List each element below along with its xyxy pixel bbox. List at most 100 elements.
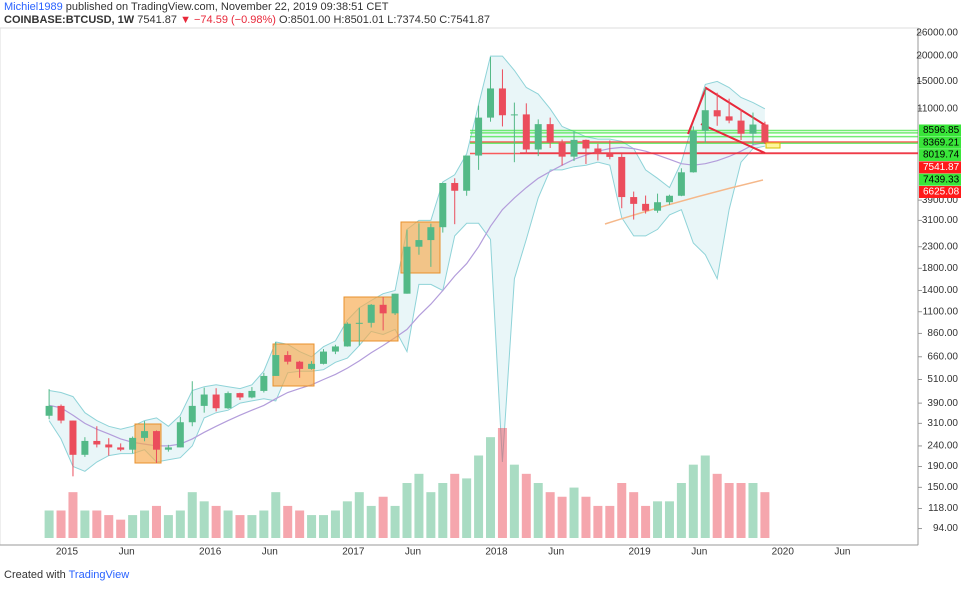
volume-bar (724, 483, 734, 538)
candle-body (117, 447, 125, 450)
candle-body (618, 156, 626, 198)
candle-body (176, 422, 184, 448)
candle-body (451, 182, 459, 191)
volume-bar (283, 505, 293, 538)
volume-bar (151, 505, 161, 538)
candle-body (81, 440, 89, 455)
candle-body (129, 437, 137, 450)
candle-body (510, 114, 518, 116)
volume-bar (641, 505, 651, 538)
candle-body (439, 182, 447, 228)
volume-bar (354, 492, 364, 538)
x-tick-label: Jun (119, 547, 135, 558)
candle-body (308, 363, 316, 369)
volume-bar (175, 510, 185, 538)
volume-bar (533, 483, 543, 538)
published: published on TradingView.com, November 2… (66, 1, 389, 13)
x-tick-label: Jun (405, 547, 421, 558)
candle-body (403, 246, 411, 294)
price-label-box (919, 124, 961, 137)
volume-bar (712, 473, 722, 538)
header-line: Michiel1989 published on TradingView.com… (4, 1, 389, 13)
volume-bar (235, 515, 245, 538)
x-tick-label: Jun (691, 547, 707, 558)
price-label: 8369.21 (923, 137, 960, 148)
volume-bar (116, 519, 126, 538)
candle-body (57, 405, 65, 421)
box-drawing (272, 343, 315, 387)
y-tick-label: 15000.00 (916, 76, 958, 87)
chart-pane (0, 27, 919, 546)
volume-bar (569, 487, 579, 538)
candle-body (224, 393, 232, 409)
x-tick-label: 2017 (342, 547, 365, 558)
volume-bar (199, 501, 209, 538)
candle-body (379, 304, 387, 314)
candle-body (343, 323, 351, 347)
candle-body (355, 322, 363, 324)
candle-body (677, 172, 685, 196)
volume-bar (700, 455, 710, 538)
volume-bar (80, 510, 90, 538)
candle-body (570, 139, 578, 157)
volume-bar (247, 515, 257, 538)
y-tick-label: 94.00 (933, 523, 958, 534)
volume-bar (390, 505, 400, 538)
price-label-box (919, 161, 961, 174)
candle-body (522, 114, 530, 150)
candle-body (141, 431, 149, 438)
band-lower (48, 145, 766, 472)
y-tick-label: 660.00 (927, 351, 958, 362)
price-label: 6625.08 (923, 187, 960, 198)
candle-body (284, 355, 292, 362)
volume-bar (402, 483, 412, 538)
candle-body (391, 293, 399, 314)
y-tick-label: 150.00 (927, 482, 958, 493)
candle-body (463, 155, 471, 191)
volume-bar (497, 428, 507, 538)
volume-bar (748, 483, 758, 538)
y-tick-label: 390.00 (927, 398, 958, 409)
volume-bar (426, 492, 436, 538)
brand[interactable]: TradingView (69, 569, 130, 581)
candle-body (105, 444, 113, 448)
volume-bar (128, 515, 138, 538)
price-label-box (919, 136, 961, 149)
author[interactable]: Michiel1989 (4, 1, 63, 13)
candle-body (272, 355, 280, 376)
y-tick-label: 1800.00 (922, 263, 959, 274)
volume-bar (438, 483, 448, 538)
volume-bar (330, 510, 340, 538)
candle-body (45, 405, 53, 416)
candle-body (212, 394, 220, 409)
y-tick-label: 1100.00 (923, 306, 959, 317)
volume-bar (56, 510, 66, 538)
y-tick-label: 2300.00 (922, 241, 959, 252)
volume-bar (474, 455, 484, 538)
candle-body (236, 393, 244, 398)
x-tick-label: 2015 (56, 547, 79, 558)
candle-body (487, 88, 495, 118)
footer-text: Created with (4, 569, 66, 581)
price-label-box (919, 185, 961, 198)
candle-body (188, 405, 196, 423)
candle-body (152, 431, 160, 450)
candle-body (725, 116, 733, 121)
volume-bar (187, 492, 197, 538)
x-tick-label: 2016 (199, 547, 222, 558)
candle-body (582, 139, 590, 149)
candle-body (69, 420, 77, 455)
candle-body (654, 202, 662, 211)
candle-body (594, 148, 602, 154)
volume-bar (557, 496, 567, 538)
candle-body (200, 394, 208, 406)
candle-body (546, 124, 554, 143)
y-tick-label: 20000.00 (916, 51, 958, 62)
volume-bar (629, 492, 639, 538)
trend-line (700, 123, 766, 154)
volume-bar (342, 501, 352, 538)
volume-bar (462, 478, 472, 538)
volume-bar (307, 515, 317, 538)
y-tick-label: 190.00 (927, 461, 958, 472)
volume-bar (486, 437, 496, 538)
